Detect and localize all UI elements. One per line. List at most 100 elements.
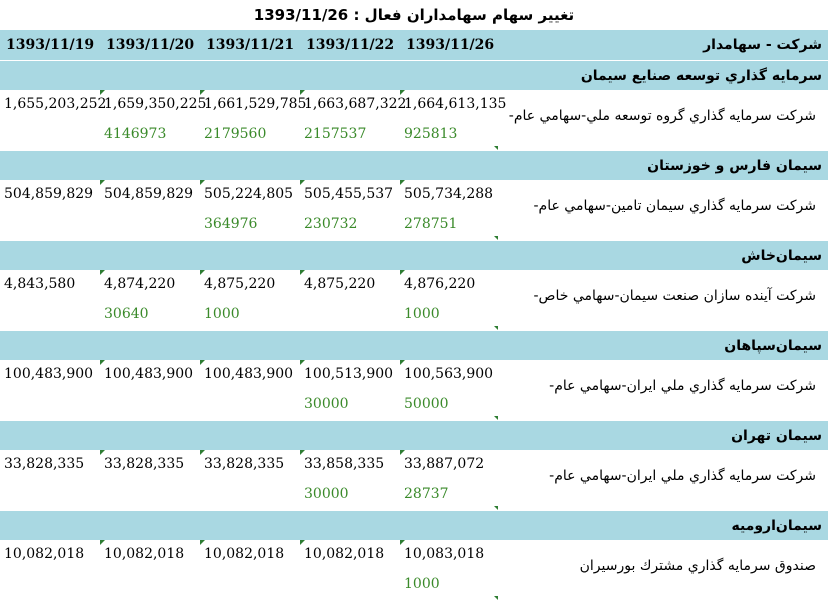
shareholder-name: شركت سرمايه گذاري ملي ايران-سهامي عام- <box>549 468 816 484</box>
company-row: سيمان‌سپاهان <box>0 330 828 360</box>
cell-marker-icon <box>100 540 105 545</box>
cell-marker-icon <box>200 90 205 95</box>
cell-marker-icon <box>200 270 205 275</box>
share-change: 2157537 <box>304 126 367 142</box>
share-change: 364976 <box>204 216 258 232</box>
company-group: سرمايه گذاري توسعه صنايع سيمان 1,655,203,… <box>0 60 828 150</box>
share-count: 4,874,220 <box>104 276 176 292</box>
cell-marker-icon <box>400 450 405 455</box>
share-change: 1000 <box>204 306 240 322</box>
cell-marker-icon <box>300 450 305 455</box>
share-change: 1000 <box>404 306 440 322</box>
comment-marker-icon <box>494 506 498 510</box>
shareholder-name: شركت سرمايه گذاري ملي ايران-سهامي عام- <box>549 378 816 394</box>
comment-marker-icon <box>494 146 498 150</box>
cell-marker-icon <box>200 540 205 545</box>
date-header-5: 1393/11/26 <box>406 37 495 53</box>
company-group: سيمان تهران 33,828,335 33,828,335 33,828,33… <box>0 420 828 510</box>
share-change: 1000 <box>404 576 440 592</box>
cell-marker-icon <box>100 360 105 365</box>
page-title: تغيير سهام سهامداران فعال : 1393/11/26 <box>253 6 575 24</box>
company-group: سيمان‌خاش 4,843,580 4,874,220 4,875,220 4,87… <box>0 240 828 330</box>
share-change: 925813 <box>404 126 458 142</box>
share-count: 10,082,018 <box>204 546 285 562</box>
cell-marker-icon <box>400 270 405 275</box>
cell-marker-icon <box>200 180 205 185</box>
share-count: 4,875,220 <box>204 276 276 292</box>
share-count: 10,082,018 <box>4 546 85 562</box>
company-row: سيمان‌اروميه <box>0 510 828 540</box>
company-row: سيمان‌خاش <box>0 240 828 270</box>
date-header-1: 1393/11/19 <box>6 37 95 53</box>
company-group: سيمان‌سپاهان 100,483,900 100,483,900 100,48… <box>0 330 828 420</box>
share-count: 33,828,335 <box>4 456 85 472</box>
share-change: 30000 <box>304 396 349 412</box>
shareholder-row: 10,082,018 10,082,018 10,082,018 10,082,018… <box>0 540 828 600</box>
share-count: 10,082,018 <box>304 546 385 562</box>
cell-marker-icon <box>200 360 205 365</box>
share-change: 230732 <box>304 216 358 232</box>
share-count: 1,659,350,225 <box>104 96 207 112</box>
share-count: 33,887,072 <box>404 456 485 472</box>
cell-marker-icon <box>300 270 305 275</box>
share-count: 100,483,900 <box>4 366 94 382</box>
shareholder-row: 100,483,900 100,483,900 100,483,900 100,513… <box>0 360 828 420</box>
share-count: 10,083,018 <box>404 546 485 562</box>
company-name: سرمايه گذاري توسعه صنايع سيمان <box>580 68 822 84</box>
cell-marker-icon <box>400 360 405 365</box>
cell-marker-icon <box>400 540 405 545</box>
company-name: سيمان فارس و خوزستان <box>647 158 822 174</box>
cell-marker-icon <box>300 90 305 95</box>
cell-marker-icon <box>100 180 105 185</box>
share-count: 1,664,613,135 <box>404 96 507 112</box>
share-count: 1,655,203,252 <box>4 96 107 112</box>
cell-marker-icon <box>400 180 405 185</box>
company-name: سيمان‌اروميه <box>731 518 822 534</box>
cell-marker-icon <box>400 90 405 95</box>
company-row: سرمايه گذاري توسعه صنايع سيمان <box>0 60 828 90</box>
comment-marker-icon <box>494 596 498 600</box>
share-count: 4,875,220 <box>304 276 376 292</box>
shareholder-row: 4,843,580 4,874,220 4,875,220 4,875,220 4,87… <box>0 270 828 330</box>
company-name: سيمان‌خاش <box>741 248 822 264</box>
shareholder-name: شركت سرمايه گذاري گروه توسعه ملي-سهامي ع… <box>508 108 816 124</box>
share-change: 278751 <box>404 216 458 232</box>
share-change: 28737 <box>404 486 449 502</box>
company-row: سيمان فارس و خوزستان <box>0 150 828 180</box>
cell-marker-icon <box>100 90 105 95</box>
date-header-4: 1393/11/22 <box>306 37 395 53</box>
cell-marker-icon <box>300 540 305 545</box>
cell-marker-icon <box>300 360 305 365</box>
comment-marker-icon <box>494 326 498 330</box>
cell-marker-icon <box>100 450 105 455</box>
share-change: 50000 <box>404 396 449 412</box>
cell-marker-icon <box>200 450 205 455</box>
company-holder-header: شركت - سهامدار <box>703 37 822 53</box>
share-count: 505,455,537 <box>304 186 394 202</box>
comment-marker-icon <box>494 236 498 240</box>
share-count: 33,828,335 <box>204 456 285 472</box>
share-count: 100,483,900 <box>104 366 194 382</box>
share-count: 100,563,900 <box>404 366 494 382</box>
share-change: 30640 <box>104 306 149 322</box>
comment-marker-icon <box>494 416 498 420</box>
shareholder-row: 33,828,335 33,828,335 33,828,335 33,858,335… <box>0 450 828 510</box>
shareholder-name: صندوق سرمايه گذاري مشترك بورسيران <box>579 558 816 574</box>
share-count: 504,859,829 <box>4 186 94 202</box>
cell-marker-icon <box>100 270 105 275</box>
share-count: 504,859,829 <box>104 186 194 202</box>
share-count: 1,661,529,785 <box>204 96 307 112</box>
cell-marker-icon <box>300 180 305 185</box>
share-count: 1,663,687,322 <box>304 96 407 112</box>
share-count: 10,082,018 <box>104 546 185 562</box>
company-group: سيمان‌اروميه 10,082,018 10,082,018 10,082,0… <box>0 510 828 600</box>
share-count: 505,224,805 <box>204 186 294 202</box>
share-change: 4146973 <box>104 126 167 142</box>
share-count: 505,734,288 <box>404 186 494 202</box>
shareholder-name: شركت آينده سازان صنعت سيمان-سهامي خاص- <box>533 288 816 304</box>
company-name: سيمان تهران <box>731 428 822 444</box>
date-header-2: 1393/11/20 <box>106 37 195 53</box>
company-row: سيمان تهران <box>0 420 828 450</box>
shareholder-row: 504,859,829 504,859,829 505,224,805 505,455… <box>0 180 828 240</box>
shareholder-row: 1,655,203,252 1,659,350,225 1,661,529,785 1… <box>0 90 828 150</box>
